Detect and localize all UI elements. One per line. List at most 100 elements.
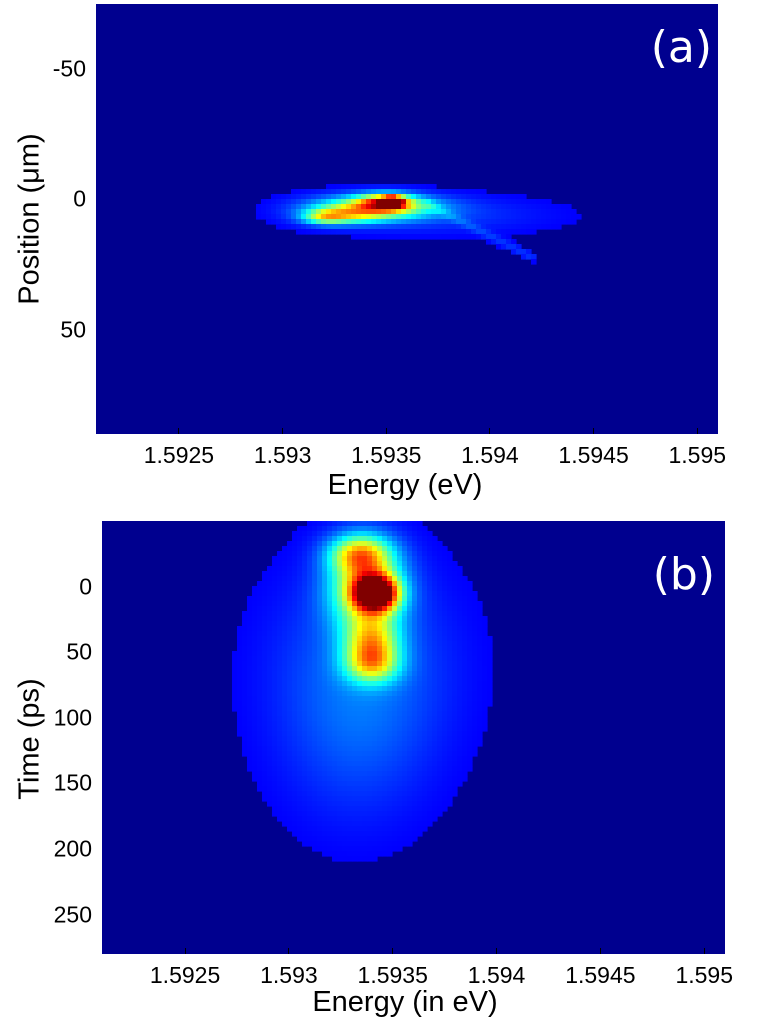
heatmap-b-cell	[322, 641, 328, 647]
axis-b-y-tick-label: 100	[53, 704, 92, 731]
heatmap-b-cell	[317, 536, 323, 542]
heatmap-a-cell	[356, 229, 362, 235]
heatmap-b-cell	[257, 676, 263, 682]
heatmap-b-cell	[312, 811, 318, 817]
heatmap-b-cell	[402, 561, 408, 567]
heatmap-b-cell	[382, 806, 388, 812]
heatmap-a-cell	[446, 204, 452, 210]
heatmap-a-cell	[356, 214, 362, 220]
heatmap-b-cell	[277, 681, 283, 687]
heatmap-b-cell	[467, 626, 473, 632]
heatmap-b-cell	[312, 751, 318, 757]
heatmap-b-cell	[317, 571, 323, 577]
heatmap-b-cell	[332, 756, 338, 762]
heatmap-b-cell	[367, 786, 373, 792]
heatmap-b-cell	[392, 811, 398, 817]
heatmap-b-cell	[307, 551, 313, 557]
heatmap-b-cell	[257, 751, 263, 757]
heatmap-b-cell	[427, 781, 433, 787]
heatmap-b-cell	[282, 716, 288, 722]
heatmap-a-cell	[336, 199, 342, 205]
heatmap-b-cell	[457, 616, 463, 622]
heatmap-b-cell	[412, 636, 418, 642]
heatmap-b-cell	[407, 646, 413, 652]
heatmap-a-cell	[481, 189, 487, 195]
heatmap-b-cell	[457, 596, 463, 602]
heatmap-b-cell	[347, 721, 353, 727]
heatmap-b-cell	[247, 736, 253, 742]
heatmap-b-cell	[417, 746, 423, 752]
heatmap-a-cell	[256, 204, 262, 210]
heatmap-b-cell	[382, 611, 388, 617]
heatmap-b-cell	[262, 601, 268, 607]
heatmap-b-cell	[242, 681, 248, 687]
heatmap-b-cell	[447, 711, 453, 717]
heatmap-b-cell	[362, 726, 368, 732]
heatmap-b-cell	[287, 541, 293, 547]
heatmap-b-cell	[327, 741, 333, 747]
heatmap-b-cell	[357, 601, 363, 607]
heatmap-b-cell	[307, 676, 313, 682]
heatmap-b-cell	[322, 746, 328, 752]
x-axis-label-b: Energy (in eV)	[312, 986, 498, 1018]
heatmap-b-cell	[327, 626, 333, 632]
heatmap-a-cell	[356, 234, 362, 240]
heatmap-b-cell	[427, 566, 433, 572]
heatmap-b-cell	[332, 596, 338, 602]
heatmap-b-cell	[272, 556, 278, 562]
heatmap-b-cell	[392, 791, 398, 797]
heatmap-b-cell	[327, 546, 333, 552]
heatmap-b-cell	[332, 566, 338, 572]
heatmap-b-cell	[387, 726, 393, 732]
heatmap-b-cell	[277, 721, 283, 727]
heatmap-b-cell	[447, 581, 453, 587]
heatmap-a-cell	[476, 219, 482, 225]
heatmap-b-cell	[422, 561, 428, 567]
heatmap-a-cell	[376, 189, 382, 195]
heatmap-b-cell	[417, 651, 423, 657]
heatmap-b-cell	[442, 706, 448, 712]
heatmap-b-cell	[427, 776, 433, 782]
heatmap-b-cell	[372, 521, 378, 527]
heatmap-b-cell	[392, 746, 398, 752]
heatmap-a-cell	[416, 209, 422, 215]
heatmap-b-cell	[407, 611, 413, 617]
heatmap-a-cell	[261, 199, 267, 205]
heatmap-b-cell	[342, 661, 348, 667]
heatmap-a-cell	[396, 229, 402, 235]
heatmap-b-cell	[432, 791, 438, 797]
heatmap-b-cell	[357, 851, 363, 857]
heatmap-b-cell	[387, 746, 393, 752]
heatmap-b-cell	[317, 821, 323, 827]
heatmap-b-cell	[322, 536, 328, 542]
heatmap-b-cell	[357, 641, 363, 647]
heatmap-a-cell	[426, 189, 432, 195]
heatmap-a-cell	[481, 219, 487, 225]
heatmap-b-cell	[342, 776, 348, 782]
heatmap-b-cell	[442, 576, 448, 582]
heatmap-b-cell	[412, 591, 418, 597]
heatmap-a-cell	[316, 229, 322, 235]
heatmap-b-cell	[417, 741, 423, 747]
heatmap-b-cell	[327, 771, 333, 777]
heatmap-a-cell	[406, 219, 412, 225]
heatmap-a-cell	[551, 204, 557, 210]
heatmap-b-cell	[372, 616, 378, 622]
heatmap-a-cell	[486, 234, 492, 240]
heatmap-b-cell	[452, 656, 458, 662]
heatmap-b-cell	[257, 726, 263, 732]
heatmap-b-cell	[397, 646, 403, 652]
heatmap-a-cell	[396, 209, 402, 215]
heatmap-b-cell	[432, 696, 438, 702]
heatmap-b-cell	[297, 641, 303, 647]
heatmap-b-cell	[372, 831, 378, 837]
heatmap-b-cell	[232, 706, 238, 712]
heatmap-b-cell	[427, 726, 433, 732]
heatmap-b-cell	[267, 751, 273, 757]
heatmap-b-cell	[487, 661, 493, 667]
heatmap-b-cell	[272, 586, 278, 592]
heatmap-b-cell	[362, 826, 368, 832]
heatmap-b-cell	[482, 656, 488, 662]
heatmap-b-cell	[442, 761, 448, 767]
heatmap-b-cell	[312, 766, 318, 772]
